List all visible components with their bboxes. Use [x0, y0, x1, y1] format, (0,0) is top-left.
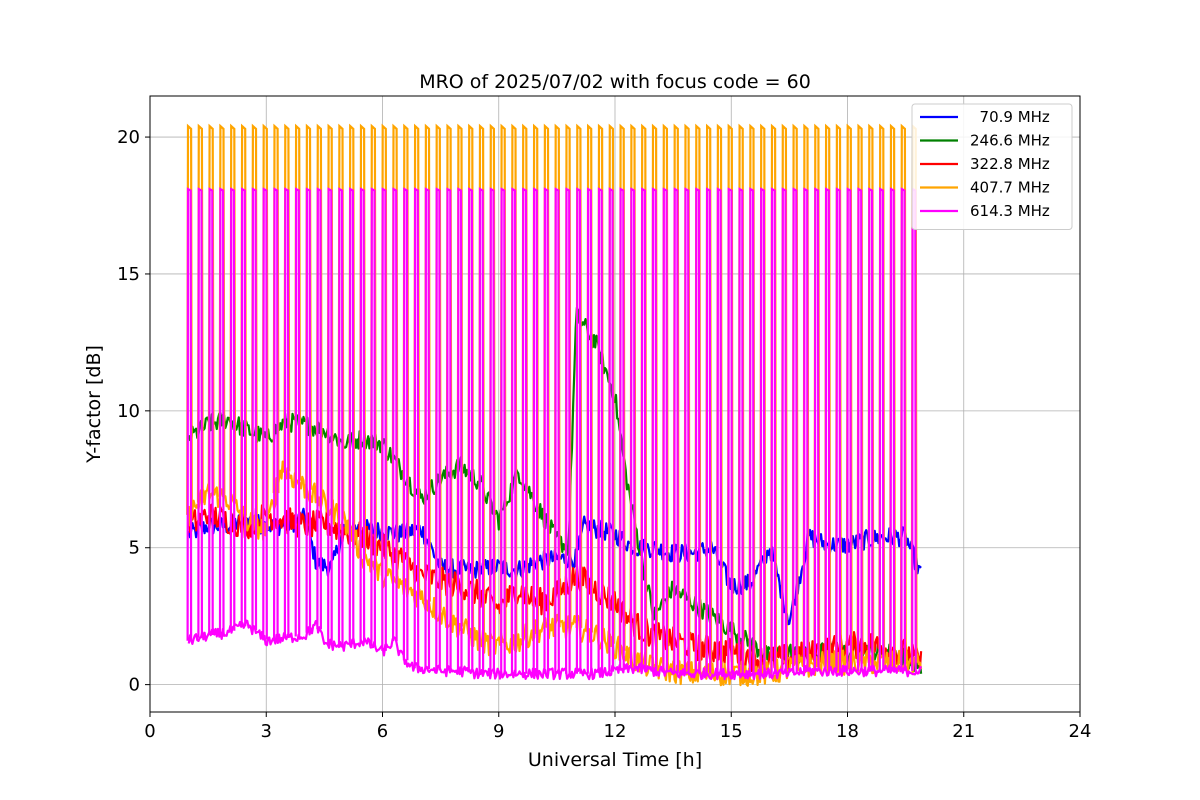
- y-tick-label: 0: [129, 675, 140, 696]
- calibration-spike-magenta: [305, 187, 312, 633]
- chart-title: MRO of 2025/07/02 with focus code = 60: [419, 71, 811, 93]
- calibration-spike-magenta: [294, 187, 301, 637]
- calibration-spike-magenta: [478, 187, 485, 674]
- calibration-spike-magenta: [532, 187, 539, 674]
- legend-label: 246.6 MHz: [970, 132, 1050, 150]
- calibration-spike-magenta: [186, 187, 193, 641]
- calibration-spike-magenta: [846, 187, 852, 671]
- calibration-spike-magenta: [337, 187, 344, 646]
- calibration-spike-magenta: [673, 187, 679, 674]
- calibration-spike-magenta: [283, 187, 290, 639]
- calibration-spike-magenta: [835, 187, 842, 671]
- calibration-spike-magenta: [684, 187, 690, 674]
- x-tick-label: 6: [377, 721, 388, 742]
- x-tick-label: 12: [604, 721, 627, 742]
- calibration-spike-magenta: [575, 187, 582, 674]
- calibration-spike-magenta: [619, 187, 625, 671]
- calibration-spike-magenta: [489, 187, 495, 674]
- calibration-spike-magenta: [824, 187, 831, 671]
- calibration-spike-magenta: [446, 187, 452, 671]
- plot-layer: [186, 123, 923, 687]
- calibration-spike-magenta: [554, 187, 560, 674]
- y-tick-label: 15: [117, 264, 140, 285]
- calibration-spike-magenta: [781, 187, 787, 674]
- calibration-spike-magenta: [348, 187, 355, 645]
- calibration-spike-magenta: [640, 187, 647, 670]
- calibration-spike-magenta: [424, 187, 431, 670]
- x-axis-label: Universal Time [h]: [528, 749, 702, 771]
- calibration-spike-magenta: [208, 187, 214, 636]
- calibration-spike-magenta: [857, 187, 863, 671]
- calibration-spike-magenta: [867, 187, 874, 671]
- x-tick-label: 3: [261, 721, 272, 742]
- calibration-spike-magenta: [402, 187, 409, 661]
- calibration-spike-magenta: [792, 187, 798, 674]
- calibration-spike-magenta: [608, 187, 614, 672]
- legend: 70.9 MHz 246.6 MHz 322.8 MHz 407.7 MHz 614.3…: [911, 103, 1073, 230]
- calibration-spike-magenta: [251, 187, 258, 631]
- legend-label: 614.3 MHz: [970, 202, 1050, 220]
- calibration-spike-magenta: [392, 187, 398, 642]
- calibration-spike-magenta: [435, 187, 441, 671]
- calibration-spike-magenta: [359, 187, 366, 642]
- calibration-spike-magenta: [327, 187, 333, 645]
- legend-label: 322.8 MHz: [970, 155, 1050, 173]
- calibration-spike-magenta: [586, 187, 593, 674]
- calibration-spike-magenta: [651, 187, 658, 671]
- calibration-spike-magenta: [900, 187, 906, 671]
- calibration-spike-magenta: [813, 187, 820, 671]
- calibration-spike-magenta: [521, 187, 528, 674]
- x-tick-label: 24: [1069, 721, 1092, 742]
- calibration-spike-magenta: [629, 187, 636, 669]
- calibration-spike-magenta: [413, 187, 420, 669]
- calibration-spike-magenta: [878, 187, 885, 671]
- calibration-spike-magenta: [381, 187, 387, 651]
- calibration-spike-magenta: [694, 187, 701, 674]
- calibration-spike-magenta: [543, 187, 550, 674]
- calibration-spike-magenta: [370, 187, 376, 647]
- x-tick-label: 18: [836, 721, 859, 742]
- calibration-spike-magenta: [500, 187, 506, 674]
- calibration-spike-magenta: [467, 187, 474, 673]
- calibration-spike-magenta: [738, 187, 744, 674]
- y-axis-label: Y-factor [dB]: [83, 345, 105, 464]
- calibration-spike-magenta: [565, 187, 571, 674]
- y-tick-label: 10: [117, 401, 140, 422]
- calibration-spike-magenta: [803, 187, 809, 672]
- calibration-spike-magenta: [240, 187, 247, 627]
- legend-box: [911, 103, 1073, 230]
- y-tick-label: 5: [129, 538, 140, 559]
- calibration-spike-magenta: [262, 187, 268, 640]
- calibration-spike-magenta: [662, 187, 668, 673]
- calibration-spike-magenta: [889, 187, 896, 671]
- x-tick-label: 0: [144, 721, 155, 742]
- calibration-spike-magenta: [456, 187, 463, 671]
- calibration-spike-magenta: [197, 187, 203, 638]
- calibration-spike-magenta: [597, 187, 604, 674]
- calibration-spike-magenta: [759, 187, 766, 674]
- calibration-spike-magenta: [273, 187, 279, 640]
- calibration-spike-magenta: [770, 187, 777, 674]
- legend-label: 70.9 MHz: [970, 108, 1050, 126]
- tick-layer: 0 3 6 9 12 15 18 21 24 0 5 10 15 20: [117, 127, 1091, 742]
- calibration-spike-magenta: [727, 187, 733, 674]
- y-tick-label: 20: [117, 127, 140, 148]
- calibration-spike-magenta: [716, 187, 723, 674]
- legend-label: 407.7 MHz: [970, 179, 1050, 197]
- calibration-spike-magenta: [218, 187, 225, 634]
- x-tick-label: 21: [952, 721, 975, 742]
- calibration-spike-magenta: [705, 187, 712, 674]
- calibration-spike-magenta: [748, 187, 755, 674]
- x-tick-label: 15: [720, 721, 743, 742]
- calibration-spike-magenta: [316, 187, 322, 630]
- calibration-spike-magenta: [229, 187, 236, 631]
- calibration-spike-magenta: [510, 187, 517, 674]
- x-tick-label: 9: [493, 721, 504, 742]
